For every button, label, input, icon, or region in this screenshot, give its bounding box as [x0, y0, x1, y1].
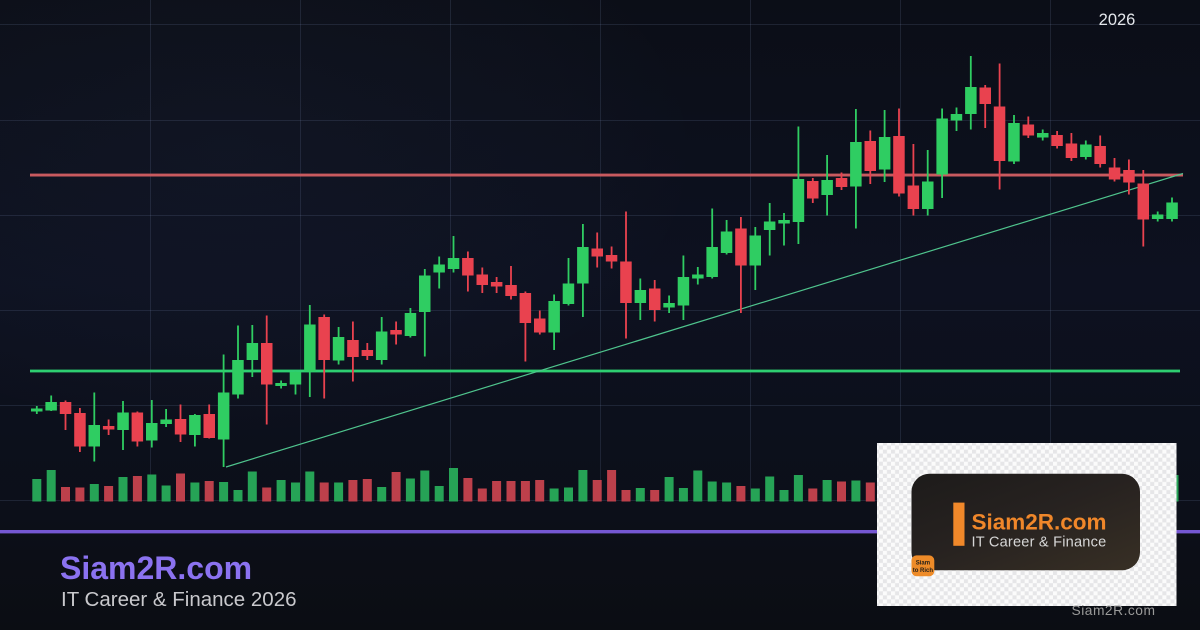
svg-text:Siam2R.com: Siam2R.com: [1072, 603, 1156, 618]
svg-text:IT Career & Finance: IT Career & Finance: [972, 535, 1107, 551]
svg-text:Siam2R.com: Siam2R.com: [972, 510, 1107, 535]
svg-text:Siam2R.com: Siam2R.com: [60, 550, 252, 586]
svg-text:2026: 2026: [1099, 11, 1136, 29]
svg-text:IT Career & Finance 2026: IT Career & Finance 2026: [61, 588, 297, 611]
svg-text:Siam: Siam: [916, 560, 930, 566]
svg-text:to Rich: to Rich: [913, 568, 934, 574]
